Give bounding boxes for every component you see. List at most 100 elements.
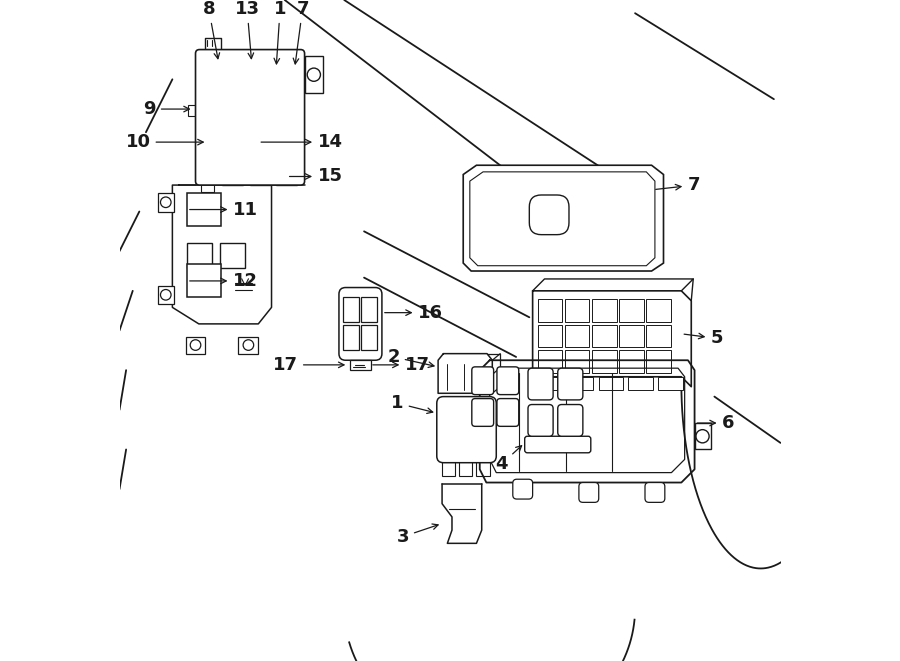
Text: 10: 10 [126, 133, 203, 151]
FancyBboxPatch shape [472, 367, 493, 395]
Bar [538, 350, 562, 373]
Bar [205, 95, 232, 122]
Text: 5: 5 [684, 329, 724, 348]
Bar [158, 286, 175, 304]
FancyBboxPatch shape [528, 405, 554, 436]
Bar [201, 162, 214, 175]
Bar [276, 164, 297, 185]
Bar [592, 325, 617, 348]
Bar [272, 105, 280, 114]
Bar [565, 325, 590, 348]
Text: 6: 6 [698, 414, 734, 432]
Bar [362, 297, 377, 322]
Bar [238, 337, 258, 354]
Bar [538, 299, 562, 322]
PathPatch shape [464, 165, 663, 271]
FancyBboxPatch shape [513, 479, 533, 499]
Bar [459, 461, 472, 476]
Text: 7: 7 [293, 0, 309, 64]
FancyBboxPatch shape [579, 483, 599, 502]
Bar [565, 350, 590, 373]
Bar [187, 264, 221, 297]
Bar [476, 461, 490, 476]
Bar [628, 377, 652, 390]
FancyBboxPatch shape [199, 152, 298, 178]
Text: 8: 8 [202, 0, 220, 59]
Bar [442, 461, 455, 476]
Bar [238, 59, 265, 89]
Bar [238, 95, 265, 122]
Bar [158, 193, 175, 212]
Bar [187, 243, 212, 268]
Bar [619, 350, 644, 373]
FancyBboxPatch shape [525, 436, 590, 453]
Bar [539, 377, 563, 390]
Text: 11: 11 [190, 200, 258, 219]
FancyBboxPatch shape [528, 368, 554, 400]
Text: 2: 2 [387, 348, 434, 368]
Bar [343, 297, 359, 322]
Bar [565, 299, 590, 322]
Bar [272, 61, 280, 84]
FancyBboxPatch shape [558, 368, 583, 400]
Bar [222, 164, 243, 185]
Text: 16: 16 [384, 303, 444, 322]
Bar [205, 59, 232, 89]
Bar [619, 299, 644, 322]
FancyBboxPatch shape [339, 288, 382, 360]
Bar [201, 179, 214, 192]
Bar [646, 325, 670, 348]
Bar [272, 93, 280, 102]
Text: 1: 1 [274, 0, 286, 64]
FancyBboxPatch shape [436, 397, 496, 463]
FancyBboxPatch shape [497, 367, 518, 395]
Bar [598, 377, 623, 390]
Text: 14: 14 [261, 133, 343, 151]
Bar [272, 117, 280, 126]
Text: 15: 15 [290, 167, 343, 186]
Text: 17: 17 [273, 356, 344, 374]
Bar [283, 105, 292, 114]
Bar [249, 164, 271, 185]
Bar [569, 377, 593, 390]
Bar [282, 61, 290, 84]
Bar [592, 299, 617, 322]
Bar [268, 163, 282, 173]
Bar [538, 325, 562, 348]
FancyBboxPatch shape [558, 405, 583, 436]
Text: 7: 7 [656, 176, 700, 194]
Bar [619, 325, 644, 348]
Bar [658, 377, 683, 390]
Text: 1: 1 [392, 394, 433, 413]
Bar [185, 337, 205, 354]
Bar [362, 325, 377, 350]
Bar [646, 299, 670, 322]
Text: 9: 9 [143, 100, 189, 118]
Bar [592, 350, 617, 373]
FancyBboxPatch shape [529, 195, 569, 235]
Text: 3: 3 [397, 524, 438, 546]
Bar [220, 243, 245, 268]
Bar [292, 61, 300, 84]
FancyBboxPatch shape [497, 399, 518, 426]
Bar [304, 56, 323, 93]
Text: 4: 4 [495, 446, 522, 473]
Text: 12: 12 [190, 272, 258, 290]
Bar [283, 93, 292, 102]
Bar [238, 159, 258, 173]
FancyBboxPatch shape [195, 50, 304, 185]
Bar [343, 325, 359, 350]
Bar [283, 117, 292, 126]
Bar [238, 129, 265, 155]
Text: 17: 17 [373, 356, 430, 374]
Text: 13: 13 [235, 0, 259, 59]
Bar [349, 360, 371, 370]
Bar [205, 129, 232, 155]
Bar [187, 193, 221, 226]
FancyBboxPatch shape [645, 483, 665, 502]
Bar [646, 350, 670, 373]
FancyBboxPatch shape [469, 410, 489, 453]
Bar [209, 159, 229, 173]
FancyBboxPatch shape [444, 410, 464, 453]
Bar [187, 105, 197, 116]
